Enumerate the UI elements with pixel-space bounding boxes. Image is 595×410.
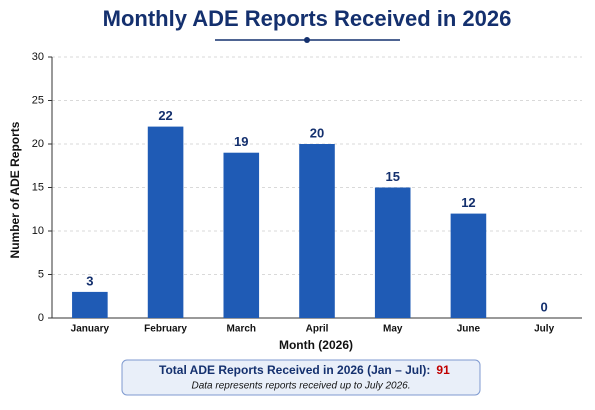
- bar: [147, 126, 184, 318]
- bar: [72, 291, 108, 318]
- bar: [450, 213, 487, 318]
- x-tick-label: April: [306, 324, 329, 335]
- y-tick-label: 25: [32, 94, 44, 106]
- y-axis-label: Number of ADE Reports: [8, 121, 22, 258]
- bar: [299, 144, 335, 318]
- summary-note: Data represents reports received up to J…: [191, 381, 410, 392]
- summary-line: Total ADE Reports Received in 2026 (Jan …: [159, 363, 450, 377]
- y-tick-label: 20: [32, 138, 44, 150]
- x-tick-label: May: [383, 324, 403, 335]
- value-label: 20: [310, 125, 324, 140]
- x-tick-label: July: [534, 324, 554, 335]
- summary-total: 91: [436, 363, 450, 377]
- chart-title: Monthly ADE Reports Received in 2026: [103, 6, 512, 31]
- x-tick-label: February: [144, 324, 187, 335]
- value-label: 3: [86, 273, 93, 288]
- value-label: 15: [385, 169, 399, 184]
- x-tick-label: June: [457, 324, 481, 335]
- value-label: 22: [158, 108, 172, 123]
- y-tick-label: 15: [32, 181, 44, 193]
- y-tick-label: 30: [32, 51, 44, 63]
- value-label: 0: [541, 299, 548, 314]
- summary-label: Total ADE Reports Received in 2026 (Jan …: [159, 363, 430, 377]
- value-label: 12: [461, 195, 475, 210]
- y-tick-label: 10: [32, 225, 44, 237]
- value-label: 19: [234, 134, 248, 149]
- y-tick-label: 0: [38, 312, 44, 324]
- x-tick-label: March: [227, 324, 256, 335]
- divider-dot: [304, 37, 310, 43]
- x-axis-label: Month (2026): [279, 338, 353, 352]
- y-tick-label: 5: [38, 268, 44, 280]
- x-tick-label: January: [71, 324, 110, 335]
- summary-box: [121, 359, 481, 396]
- bar: [374, 187, 411, 318]
- bar: [223, 152, 260, 318]
